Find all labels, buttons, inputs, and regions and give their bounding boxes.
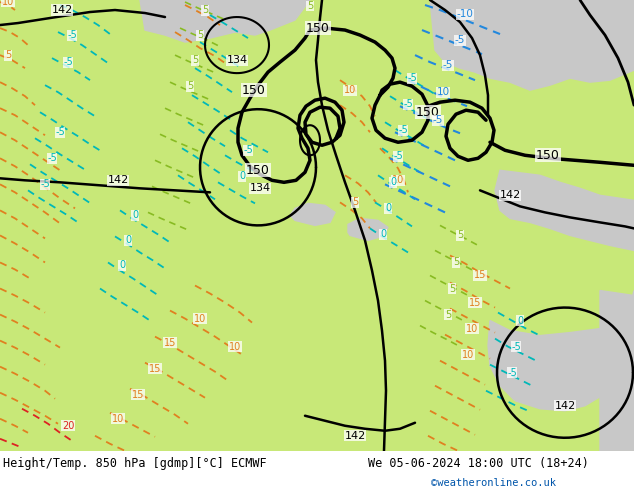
Text: 142: 142 <box>500 190 521 200</box>
Polygon shape <box>488 291 634 411</box>
Text: 15: 15 <box>149 364 161 374</box>
Text: 150: 150 <box>246 164 270 177</box>
Text: 10: 10 <box>344 85 356 95</box>
Text: 0: 0 <box>125 235 131 245</box>
Text: 5: 5 <box>457 230 463 241</box>
Text: -5: -5 <box>398 125 408 135</box>
Text: 150: 150 <box>242 84 266 97</box>
Text: -10: -10 <box>456 9 474 19</box>
Text: 20: 20 <box>61 421 74 431</box>
Text: 150: 150 <box>416 106 440 119</box>
Text: 142: 142 <box>51 5 73 15</box>
Text: -5: -5 <box>433 115 443 125</box>
Text: 5: 5 <box>453 257 459 268</box>
Text: 0: 0 <box>390 177 396 187</box>
Text: 10: 10 <box>436 87 450 97</box>
Text: 5: 5 <box>187 81 193 91</box>
Text: 15: 15 <box>164 338 176 347</box>
Text: 10: 10 <box>392 175 404 185</box>
Text: 5: 5 <box>202 5 208 15</box>
Polygon shape <box>140 0 310 42</box>
Text: -5: -5 <box>55 127 65 137</box>
Text: -5: -5 <box>507 368 517 378</box>
Text: -5: -5 <box>393 151 403 161</box>
Text: 0: 0 <box>385 203 391 213</box>
Text: 0: 0 <box>119 261 125 270</box>
Text: 5: 5 <box>352 197 358 207</box>
Text: -5: -5 <box>243 145 253 155</box>
Text: 134: 134 <box>226 55 247 65</box>
Text: 142: 142 <box>344 431 366 441</box>
Text: 134: 134 <box>249 183 271 194</box>
Text: 5: 5 <box>192 55 198 65</box>
Text: 10: 10 <box>2 0 14 7</box>
Text: We 05-06-2024 18:00 UTC (18+24): We 05-06-2024 18:00 UTC (18+24) <box>368 457 588 469</box>
Text: 5: 5 <box>449 284 455 294</box>
Text: 15: 15 <box>469 297 481 308</box>
Text: 5: 5 <box>445 310 451 319</box>
Text: ©weatheronline.co.uk: ©weatheronline.co.uk <box>431 478 556 488</box>
Polygon shape <box>495 171 634 250</box>
Text: -5: -5 <box>403 99 413 109</box>
Polygon shape <box>348 219 388 241</box>
Text: 15: 15 <box>474 270 486 280</box>
Text: -5: -5 <box>511 342 521 352</box>
Text: 142: 142 <box>554 401 576 411</box>
Text: -5: -5 <box>47 153 57 163</box>
Text: Height/Temp. 850 hPa [gdmp][°C] ECMWF: Height/Temp. 850 hPa [gdmp][°C] ECMWF <box>3 457 267 469</box>
Text: 0: 0 <box>132 210 138 221</box>
Text: 0: 0 <box>380 229 386 240</box>
Text: 0: 0 <box>517 316 523 325</box>
Text: 10: 10 <box>462 350 474 360</box>
Text: 10: 10 <box>112 414 124 424</box>
Text: 150: 150 <box>306 22 330 35</box>
Text: -5: -5 <box>67 30 77 40</box>
Text: -5: -5 <box>407 73 417 83</box>
Text: 0: 0 <box>239 172 245 181</box>
Text: 5: 5 <box>5 50 11 60</box>
Text: 5: 5 <box>307 1 313 11</box>
Text: 10: 10 <box>466 323 478 334</box>
Text: -5: -5 <box>443 60 453 70</box>
Text: 142: 142 <box>107 175 129 185</box>
Text: -5: -5 <box>40 179 50 189</box>
Text: 10: 10 <box>229 342 241 352</box>
Text: -5: -5 <box>455 35 465 45</box>
Polygon shape <box>430 0 634 90</box>
Text: 5: 5 <box>197 30 203 40</box>
Text: 150: 150 <box>536 149 560 162</box>
Polygon shape <box>290 203 335 225</box>
Text: 15: 15 <box>132 390 144 400</box>
Text: 10: 10 <box>194 314 206 323</box>
Text: -5: -5 <box>63 57 73 67</box>
Polygon shape <box>600 291 634 451</box>
